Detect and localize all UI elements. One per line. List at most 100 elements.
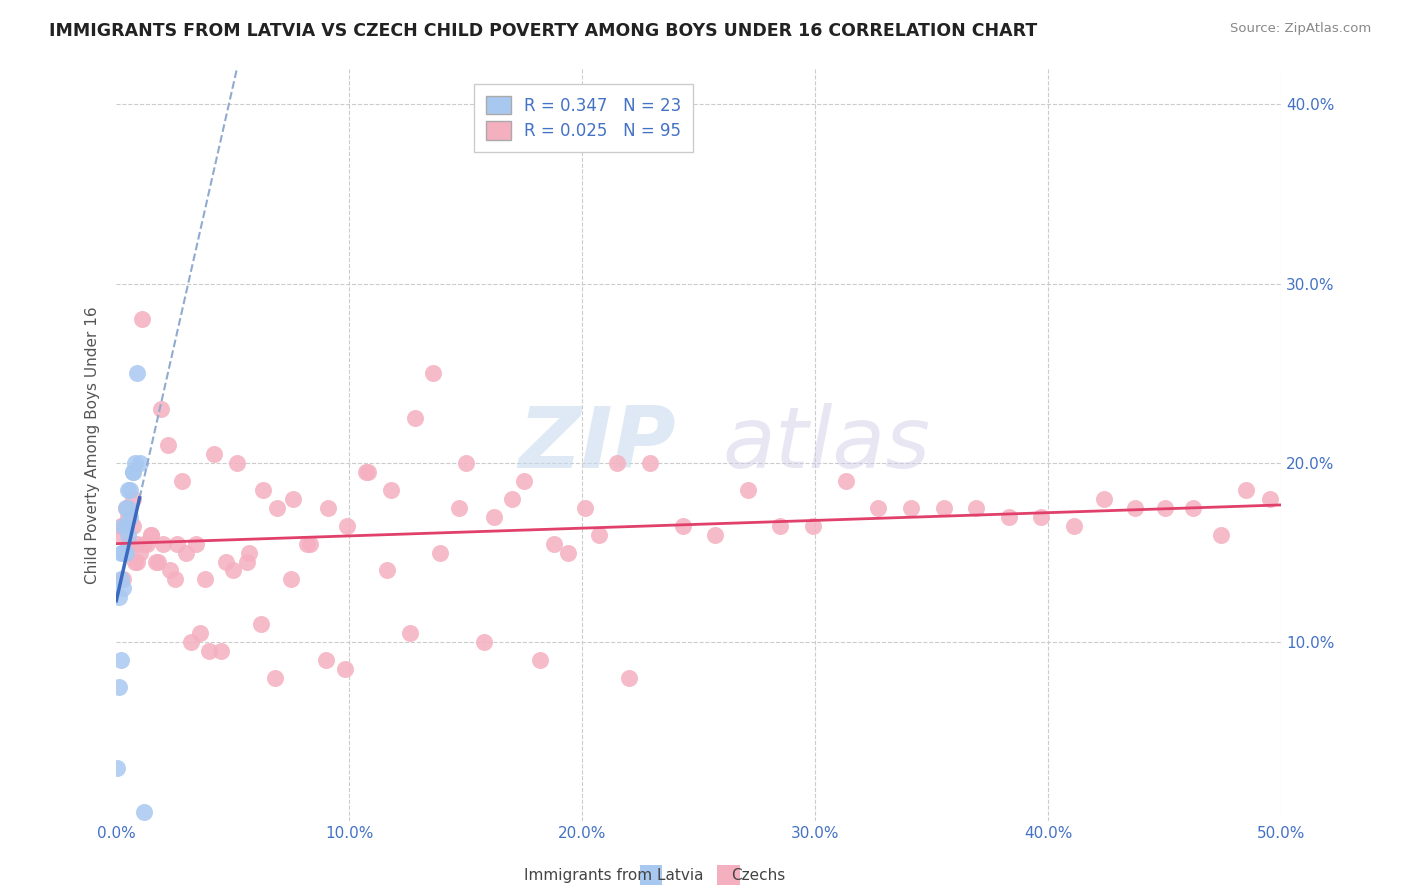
Point	[166, 536, 188, 550]
Point	[110, 518, 132, 533]
Point	[769, 518, 792, 533]
Point	[170, 474, 193, 488]
Point	[868, 500, 890, 515]
Point	[399, 626, 422, 640]
Point	[1123, 500, 1146, 515]
Point	[124, 456, 146, 470]
Point	[114, 500, 136, 515]
Point	[529, 653, 551, 667]
Text: Source: ZipAtlas.com: Source: ZipAtlas.com	[1230, 22, 1371, 36]
Point	[932, 500, 955, 515]
Point	[997, 509, 1019, 524]
Point	[121, 465, 143, 479]
Point	[156, 438, 179, 452]
Point	[127, 366, 149, 380]
Point	[120, 536, 142, 550]
Point	[110, 653, 132, 667]
Point	[226, 456, 249, 470]
Point	[557, 545, 579, 559]
Point	[107, 680, 129, 694]
Point	[163, 573, 186, 587]
Point	[159, 564, 181, 578]
Point	[283, 491, 305, 506]
Point	[354, 465, 377, 479]
Point	[112, 573, 135, 587]
Point	[107, 761, 129, 775]
Point	[188, 626, 211, 640]
Point	[148, 555, 170, 569]
Point	[194, 573, 217, 587]
Point	[124, 555, 146, 569]
Point	[110, 527, 132, 541]
Point	[117, 536, 139, 550]
Point	[404, 411, 426, 425]
Point	[513, 474, 536, 488]
Text: Czechs: Czechs	[731, 869, 786, 883]
Point	[127, 536, 149, 550]
Point	[297, 536, 319, 550]
Point	[474, 635, 496, 649]
Point	[222, 564, 245, 578]
Y-axis label: Child Poverty Among Boys Under 16: Child Poverty Among Boys Under 16	[86, 306, 100, 583]
Point	[121, 491, 143, 506]
Point	[112, 518, 135, 533]
Point	[588, 527, 610, 541]
Point	[333, 662, 356, 676]
Point	[422, 366, 444, 380]
Point	[737, 483, 759, 497]
Point	[1258, 491, 1281, 506]
Point	[114, 545, 136, 559]
Point	[501, 491, 523, 506]
Point	[1031, 509, 1053, 524]
Text: Immigrants from Latvia: Immigrants from Latvia	[523, 869, 703, 883]
Legend: R = 0.347   N = 23, R = 0.025   N = 95: R = 0.347 N = 23, R = 0.025 N = 95	[474, 85, 693, 152]
Point	[236, 555, 259, 569]
Point	[606, 456, 628, 470]
Point	[131, 312, 153, 326]
Point	[965, 500, 987, 515]
Point	[174, 545, 197, 559]
Point	[380, 483, 402, 497]
Point	[298, 536, 321, 550]
Point	[1092, 491, 1115, 506]
Point	[112, 518, 135, 533]
Point	[574, 500, 596, 515]
Point	[671, 518, 693, 533]
Point	[112, 545, 135, 559]
Point	[141, 527, 163, 541]
Point	[117, 509, 139, 524]
Point	[128, 545, 150, 559]
Point	[1063, 518, 1085, 533]
Point	[145, 555, 167, 569]
Point	[900, 500, 922, 515]
Point	[1154, 500, 1177, 515]
Point	[117, 500, 139, 515]
Point	[180, 635, 202, 649]
Point	[249, 617, 271, 632]
Point	[110, 545, 132, 559]
Point	[152, 536, 174, 550]
Point	[704, 527, 727, 541]
Point	[543, 536, 565, 550]
Point	[121, 518, 143, 533]
Point	[266, 500, 288, 515]
Point	[375, 564, 398, 578]
Point	[134, 536, 156, 550]
Point	[482, 509, 505, 524]
Point	[149, 402, 172, 417]
Point	[429, 545, 451, 559]
Point	[318, 500, 340, 515]
Point	[215, 555, 238, 569]
Point	[112, 582, 135, 596]
Point	[134, 805, 156, 820]
Point	[357, 465, 380, 479]
Point	[184, 536, 207, 550]
Point	[117, 483, 139, 497]
Point	[1236, 483, 1258, 497]
Point	[141, 527, 163, 541]
Point	[135, 536, 157, 550]
Point	[127, 555, 149, 569]
Point	[202, 447, 225, 461]
Point	[315, 653, 337, 667]
Point	[121, 465, 143, 479]
